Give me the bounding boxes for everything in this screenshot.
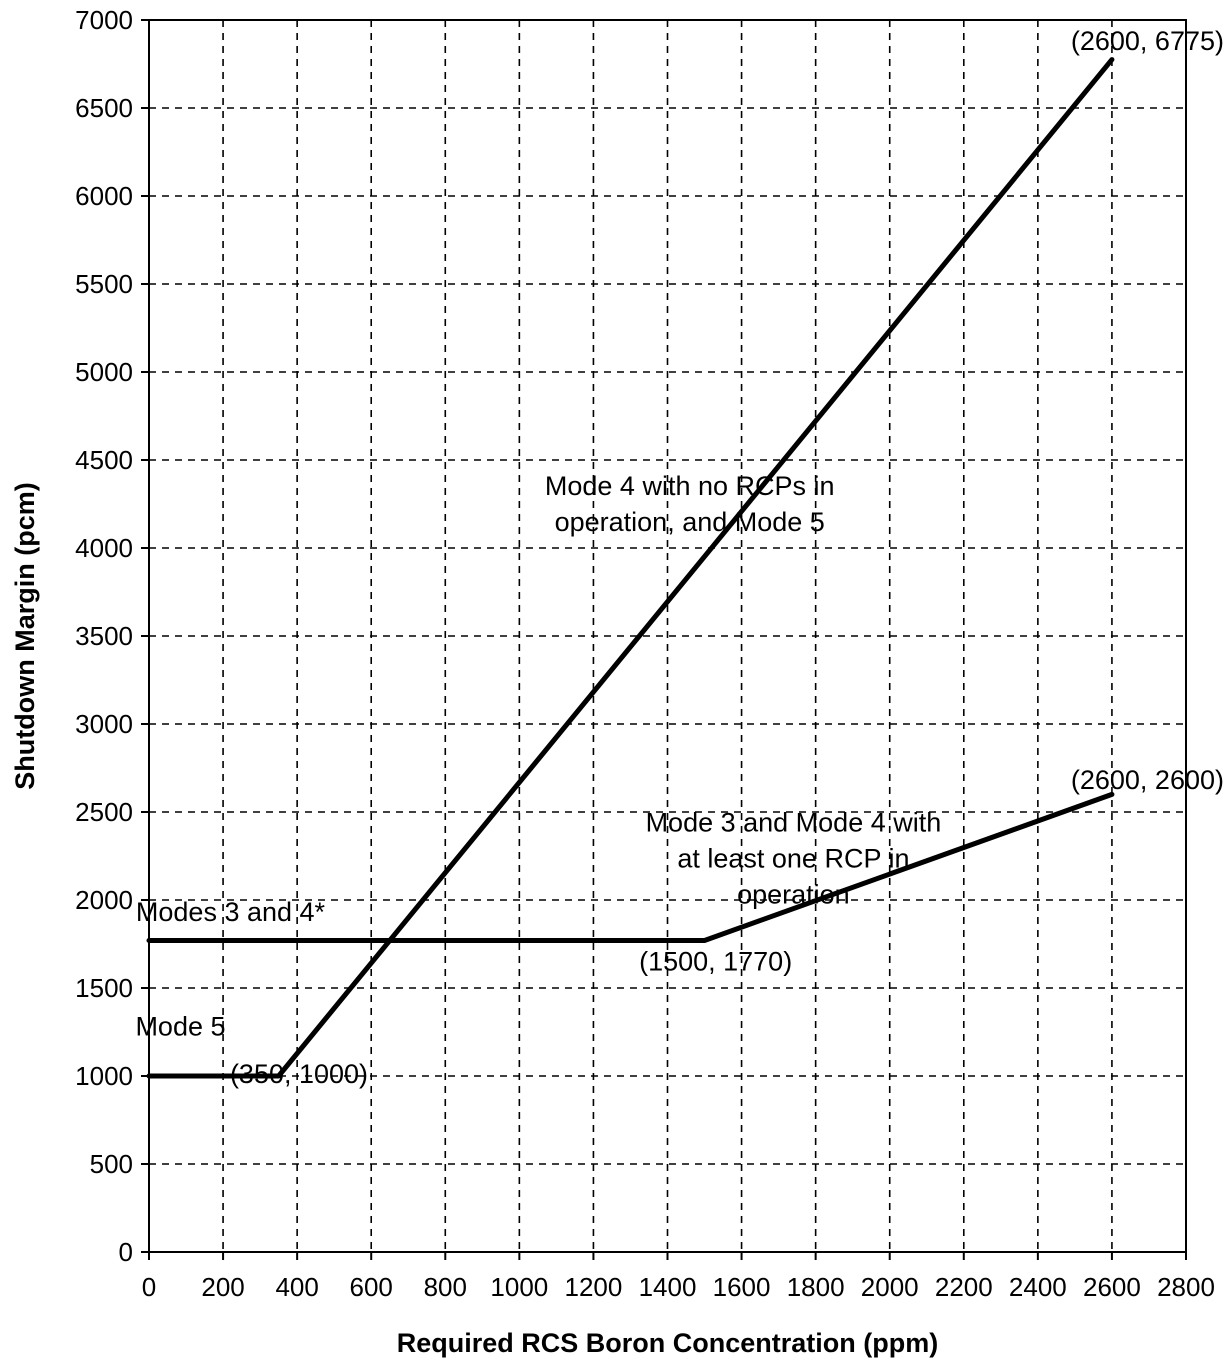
x-tick-label: 400 bbox=[275, 1272, 318, 1302]
y-tick-label: 5500 bbox=[75, 269, 133, 299]
x-axis-title: Required RCS Boron Concentration (ppm) bbox=[397, 1328, 939, 1358]
y-tick-label: 4000 bbox=[75, 533, 133, 563]
grid-lines bbox=[149, 20, 1186, 1252]
annotation-label: Mode 3 and Mode 4 with at least one RCP i… bbox=[646, 807, 942, 909]
annotation-label: Mode 5 bbox=[135, 1012, 225, 1042]
x-tick-label: 600 bbox=[350, 1272, 393, 1302]
x-tick-label: 2400 bbox=[1009, 1272, 1067, 1302]
annotation-label: Modes 3 and 4* bbox=[136, 897, 326, 927]
y-tick-label: 0 bbox=[119, 1237, 133, 1267]
x-tick-label: 1000 bbox=[490, 1272, 548, 1302]
annotation-label: (2600, 6775) bbox=[1071, 26, 1224, 56]
x-tick-label: 2000 bbox=[861, 1272, 919, 1302]
x-tick-label: 800 bbox=[424, 1272, 467, 1302]
annotation-label: (2600, 2600) bbox=[1071, 765, 1224, 795]
x-tick-label: 1600 bbox=[713, 1272, 771, 1302]
x-tick-label: 1400 bbox=[639, 1272, 697, 1302]
y-tick-label: 6500 bbox=[75, 93, 133, 123]
annotations: Mode 4 with no RCPs in operation, and Mod… bbox=[135, 26, 1224, 1089]
series-line-2 bbox=[146, 791, 1115, 943]
y-tick-label: 4500 bbox=[75, 445, 133, 475]
series-lines bbox=[146, 57, 1115, 1079]
x-tick-label: 2200 bbox=[935, 1272, 993, 1302]
x-tick-label: 200 bbox=[201, 1272, 244, 1302]
y-tick-label: 6000 bbox=[75, 181, 133, 211]
y-tick-label: 5000 bbox=[75, 357, 133, 387]
annotation-label: (1500, 1770) bbox=[639, 946, 792, 976]
y-tick-label: 7000 bbox=[75, 5, 133, 35]
y-tick-label: 3500 bbox=[75, 621, 133, 651]
x-tick-label: 1200 bbox=[565, 1272, 623, 1302]
y-tick-label: 3000 bbox=[75, 709, 133, 739]
y-axis-title: Shutdown Margin (pcm) bbox=[10, 482, 40, 789]
annotation-label: Mode 4 with no RCPs in operation, and Mod… bbox=[545, 471, 835, 537]
x-tick-label: 0 bbox=[142, 1272, 156, 1302]
y-tick-label: 2500 bbox=[75, 797, 133, 827]
y-tick-label: 500 bbox=[90, 1149, 133, 1179]
series-line-1 bbox=[146, 57, 1115, 1079]
axis-ticks: 0 200 400 600 800 1000 1200 1400 1600 1800 2000 220… bbox=[75, 5, 1215, 1302]
y-tick-label: 1000 bbox=[75, 1061, 133, 1091]
x-tick-label: 2600 bbox=[1083, 1272, 1141, 1302]
x-tick-label: 1800 bbox=[787, 1272, 845, 1302]
x-tick-label: 2800 bbox=[1157, 1272, 1215, 1302]
y-tick-label: 1500 bbox=[75, 973, 133, 1003]
annotation-label: (350, 1000) bbox=[230, 1059, 368, 1089]
y-tick-label: 2000 bbox=[75, 885, 133, 915]
